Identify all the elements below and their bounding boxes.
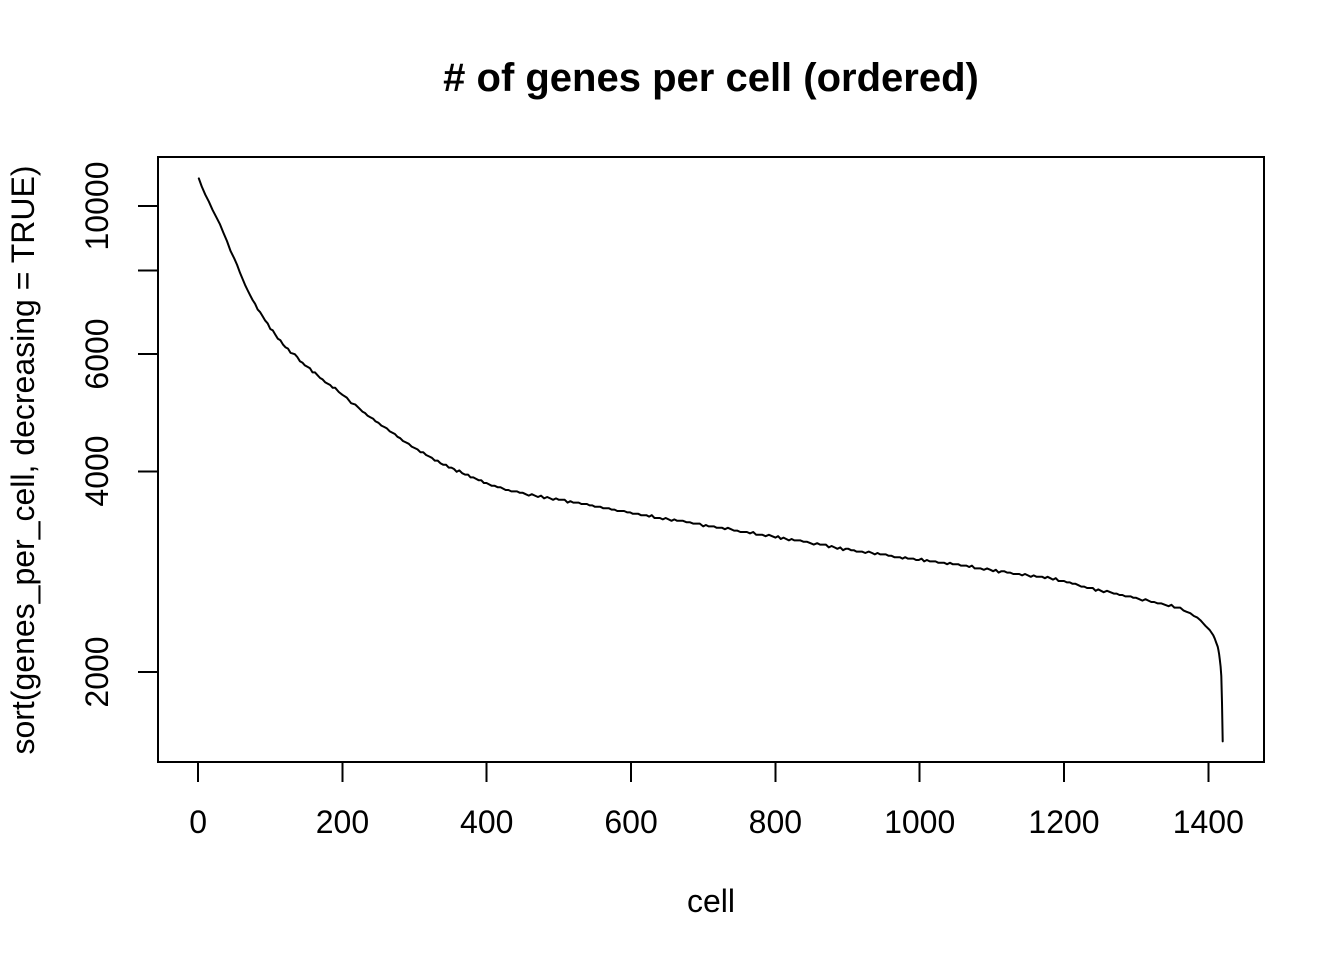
x-tick-label: 400 (460, 804, 514, 840)
chart-title: # of genes per cell (ordered) (443, 56, 979, 100)
x-tick-label: 1000 (884, 804, 956, 840)
x-tick-label: 600 (604, 804, 658, 840)
y-tick-label: 10000 (79, 161, 115, 251)
x-tick-label: 0 (189, 804, 208, 840)
x-tick-label: 200 (315, 804, 370, 840)
plot-border (157, 156, 1265, 763)
y-axis-title: sort(genes_per_cell, decreasing = TRUE) (5, 165, 41, 755)
x-tick-label: 800 (748, 804, 803, 840)
y-tick-label: 6000 (79, 318, 115, 390)
y-tick-label: 4000 (79, 435, 115, 508)
y-tick-label: 2000 (79, 636, 115, 708)
genes-per-cell-curve (197, 177, 1224, 743)
x-tick-label: 1400 (1172, 804, 1244, 840)
x-axis-title: cell (686, 883, 736, 919)
x-tick-label: 1200 (1028, 804, 1100, 840)
